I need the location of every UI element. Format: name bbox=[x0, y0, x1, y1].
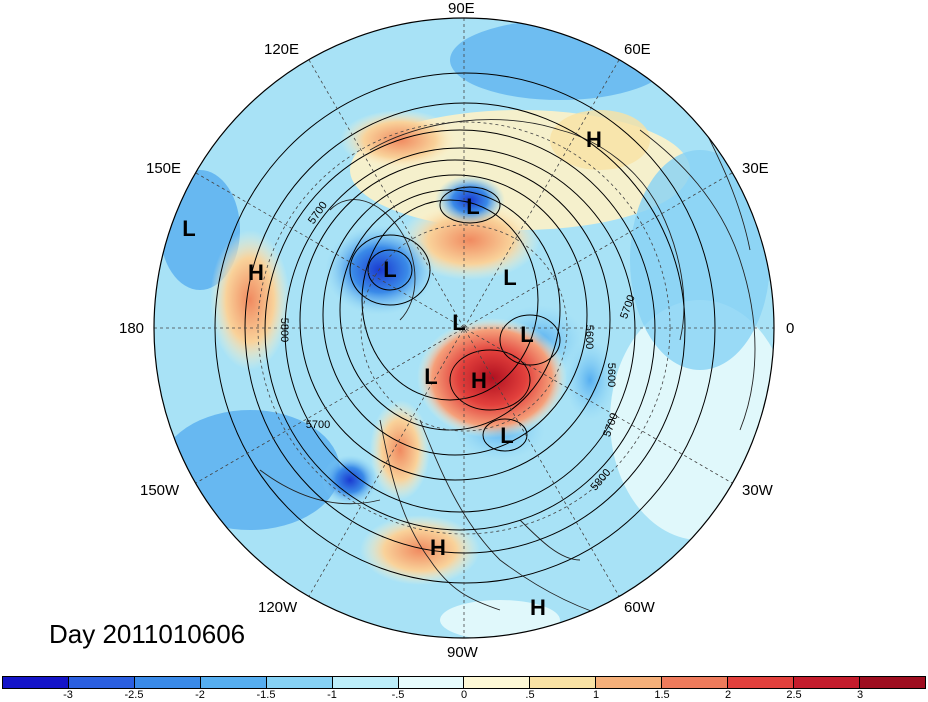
colorbar-tick-label: 2 bbox=[724, 689, 732, 701]
colorbar-tick-label: 1 bbox=[592, 689, 600, 701]
colorbar-segment bbox=[859, 677, 925, 688]
low-pressure-marker: L bbox=[424, 364, 438, 389]
low-pressure-marker: L bbox=[452, 310, 466, 335]
colorbar-segment bbox=[728, 677, 795, 688]
high-pressure-marker: H bbox=[430, 535, 446, 560]
low-pressure-marker: L bbox=[182, 216, 196, 241]
colorbar-segment bbox=[134, 677, 201, 688]
map-boundary bbox=[153, 17, 775, 639]
longitude-label: 150E bbox=[146, 160, 182, 177]
high-pressure-marker: H bbox=[586, 127, 602, 152]
low-pressure-marker: L bbox=[383, 257, 397, 282]
colorbar-tick-label: 2.5 bbox=[786, 689, 802, 701]
high-pressure-marker: H bbox=[471, 368, 487, 393]
colorbar-tick-label: -2.5 bbox=[124, 689, 144, 701]
contour-label: 5600 bbox=[583, 324, 595, 350]
high-pressure-marker: H bbox=[248, 260, 264, 285]
colorbar-tick-label: 1.5 bbox=[654, 689, 670, 701]
colorbar-tick-label: -2 bbox=[195, 689, 205, 701]
longitude-label: 90E bbox=[448, 0, 475, 17]
low-pressure-marker: L bbox=[466, 194, 480, 219]
longitude-label: 180 bbox=[119, 320, 145, 337]
colorbar-tick-label: .5 bbox=[525, 689, 535, 701]
colorbar-segment bbox=[464, 677, 531, 688]
contour-label: 5600 bbox=[605, 362, 617, 388]
colorbar-tick-label: 0 bbox=[460, 689, 468, 701]
longitude-label: 90W bbox=[447, 644, 478, 661]
longitude-label: 60E bbox=[624, 41, 651, 58]
colorbar-segment bbox=[794, 677, 860, 688]
longitude-label: 0 bbox=[786, 320, 795, 337]
colorbar-tick-label: -1 bbox=[327, 689, 337, 701]
colorbar-segment bbox=[332, 677, 399, 688]
colorbar-segment bbox=[596, 677, 663, 688]
colorbar-tick-label: -.5 bbox=[391, 689, 405, 701]
longitude-label: 30W bbox=[742, 482, 773, 499]
graticule bbox=[154, 18, 774, 638]
colorbar-segment bbox=[200, 677, 267, 688]
colorbar-segment bbox=[68, 677, 135, 688]
longitude-label: 120W bbox=[258, 599, 298, 616]
contour-label: 5800 bbox=[278, 317, 290, 343]
date-label: Day 2011010606 bbox=[49, 619, 246, 649]
colorbar-segment bbox=[266, 677, 333, 688]
colorbar bbox=[2, 676, 926, 689]
colorbar-segment bbox=[662, 677, 729, 688]
high-pressure-marker: H bbox=[530, 595, 546, 620]
colorbar-segment bbox=[530, 677, 597, 688]
coastlines bbox=[259, 119, 756, 621]
colorbar-tick-label: -3 bbox=[63, 689, 73, 701]
low-pressure-marker: L bbox=[500, 423, 514, 448]
low-pressure-marker: L bbox=[503, 265, 517, 290]
colorbar-tick-label: 3 bbox=[856, 689, 864, 701]
contour-label: 5700 bbox=[305, 419, 331, 431]
longitude-label: 150W bbox=[140, 482, 180, 499]
longitude-label: 60W bbox=[624, 599, 655, 616]
colorbar-tick-label: -1.5 bbox=[256, 689, 276, 701]
longitude-label: 30E bbox=[742, 160, 769, 177]
longitude-label: 120E bbox=[264, 41, 300, 58]
colorbar-segment bbox=[3, 677, 69, 688]
low-pressure-marker: L bbox=[520, 322, 534, 347]
colorbar-segment bbox=[398, 677, 465, 688]
anomaly-field bbox=[154, 18, 774, 638]
